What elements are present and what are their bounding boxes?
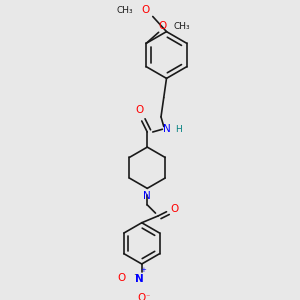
Text: O: O [171,204,179,214]
Text: O: O [117,273,125,283]
Text: CH₃: CH₃ [174,22,190,32]
Text: N: N [143,191,151,201]
Text: ⁻: ⁻ [146,292,150,300]
Text: N: N [163,124,170,134]
Text: H: H [175,125,182,134]
Text: O: O [138,293,146,300]
Text: +: + [140,267,146,273]
Text: O: O [142,5,150,15]
Text: O: O [135,106,143,116]
Text: CH₃: CH₃ [117,6,134,15]
Text: N: N [135,274,143,284]
Text: O: O [159,22,167,32]
